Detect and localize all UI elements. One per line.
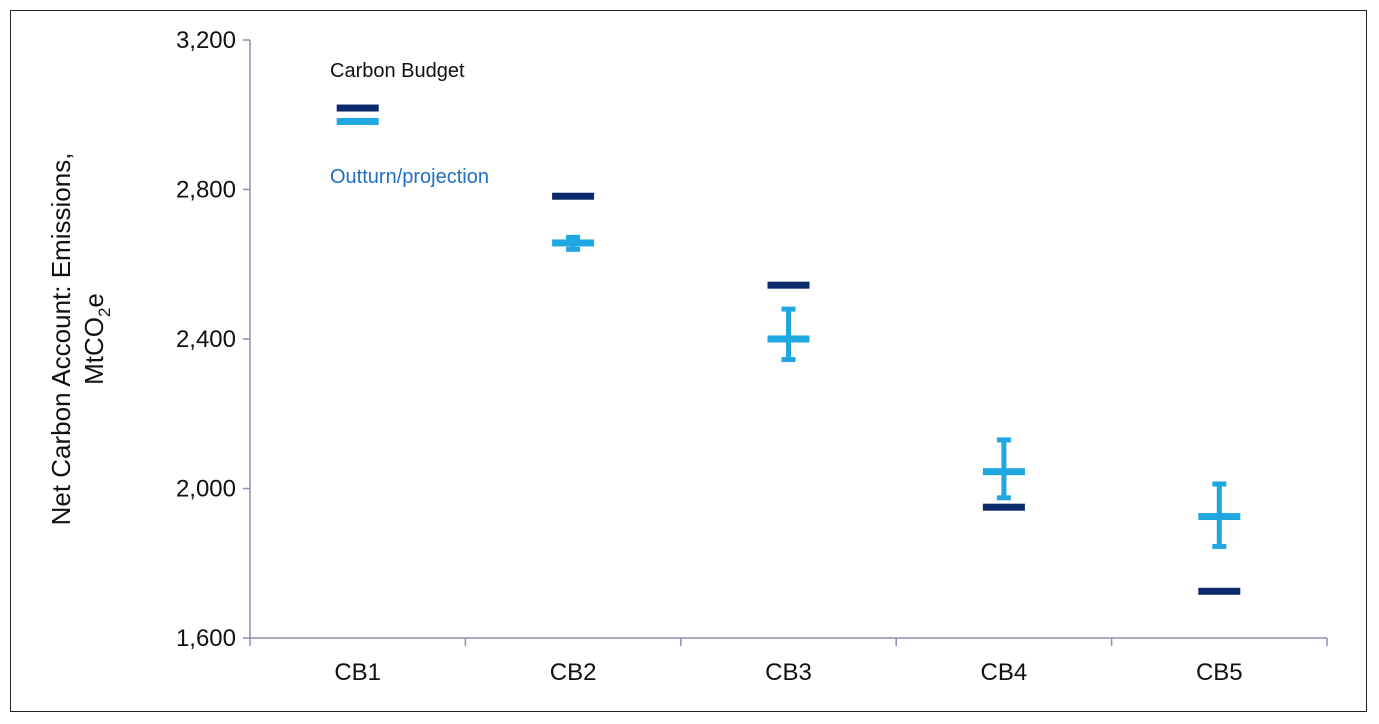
x-tick-label: CB2 <box>550 659 597 686</box>
x-tick-label: CB1 <box>334 659 381 686</box>
y-tick-label: 2,400 <box>176 326 236 353</box>
chart-frame <box>10 10 1367 712</box>
legend-carbon-budget: Carbon Budget <box>330 60 465 82</box>
x-tick-label: CB3 <box>765 659 812 686</box>
y-axis-title: Net Carbon Account: Emissions, <box>46 153 76 526</box>
carbon-budget-mark <box>767 281 810 289</box>
x-tick-label: CB4 <box>981 659 1028 686</box>
y-tick-label: 3,200 <box>176 27 236 54</box>
axes: 1,600 2,000 2,400 2,800 3,200 CB1 CB2 CB3 CB4 CB5 <box>176 27 1328 686</box>
chart-marks <box>336 104 1241 595</box>
carbon-budget-mark <box>982 503 1025 511</box>
carbon-budget-mark <box>1198 587 1241 595</box>
x-tick-label: CB5 <box>1196 659 1243 686</box>
carbon-budget-mark <box>336 104 379 112</box>
legend-outturn-projection: Outturn/projection <box>330 166 489 188</box>
legend: Carbon Budget Outturn/projection <box>330 60 489 188</box>
y-axis-unit-subscript: 2 <box>95 308 114 317</box>
carbon-budget-mark <box>552 192 595 200</box>
projection-mark <box>336 117 379 125</box>
y-tick-label: 2,000 <box>176 476 236 503</box>
y-axis-unit-suffix: e <box>79 293 109 307</box>
y-axis-title-unit: MtCO2e <box>79 293 114 385</box>
y-axis-unit-prefix: MtCO <box>79 317 109 385</box>
y-tick-label: 2,800 <box>176 177 236 204</box>
y-tick-label: 1,600 <box>176 625 236 652</box>
